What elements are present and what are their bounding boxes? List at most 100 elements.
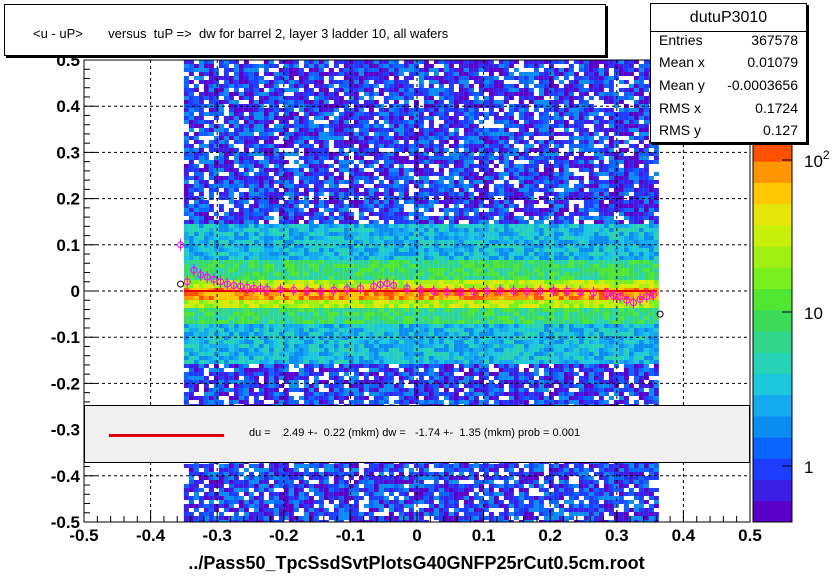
heatmap-cell (193, 296, 199, 300)
heatmap-cell (188, 308, 194, 312)
heatmap-cell (388, 476, 394, 480)
heatmap-cell (218, 316, 224, 320)
heatmap-cell (313, 76, 319, 80)
heatmap-cell (323, 476, 329, 480)
heatmap-cell (208, 184, 214, 188)
heatmap-cell (313, 168, 319, 172)
heatmap-cell (383, 480, 389, 484)
heatmap-cell (318, 324, 324, 328)
heatmap-cell (398, 300, 404, 304)
heatmap-cell (338, 88, 344, 92)
heatmap-cell (403, 308, 409, 312)
heatmap-cell (368, 124, 374, 128)
heatmap-cell (383, 88, 389, 92)
heatmap-cell (318, 248, 324, 252)
heatmap-cell (388, 372, 394, 376)
heatmap-cell (193, 364, 199, 368)
heatmap-cell (383, 196, 389, 200)
heatmap-cell (318, 276, 324, 280)
heatmap-cell (323, 312, 329, 316)
heatmap-cell (333, 228, 339, 232)
heatmap-cell (283, 64, 289, 68)
heatmap-cell (273, 272, 279, 276)
heatmap-cell (213, 264, 219, 268)
heatmap-cell (383, 96, 389, 100)
heatmap-cell (388, 328, 394, 332)
heatmap-cell (318, 92, 324, 96)
heatmap-cell (348, 488, 354, 492)
heatmap-cell (288, 192, 294, 196)
heatmap-cell (413, 60, 419, 64)
heatmap-cell (363, 140, 369, 144)
heatmap-cell (318, 512, 324, 516)
heatmap-cell (183, 508, 189, 512)
heatmap-cell (318, 228, 324, 232)
heatmap-cell (398, 504, 404, 508)
heatmap-cell (338, 336, 344, 340)
heatmap-cell (363, 336, 369, 340)
heatmap-cell (398, 168, 404, 172)
heatmap-cell (263, 240, 269, 244)
heatmap-cell (378, 468, 384, 472)
heatmap-cell (308, 476, 314, 480)
heatmap-cell (223, 160, 229, 164)
heatmap-cell (348, 364, 354, 368)
heatmap-cell (283, 276, 289, 280)
heatmap-cell (218, 244, 224, 248)
heatmap-cell (183, 284, 189, 288)
heatmap-cell (368, 496, 374, 500)
heatmap-cell (288, 316, 294, 320)
heatmap-cell (333, 320, 339, 324)
heatmap-cell (238, 516, 244, 520)
heatmap-cell (383, 208, 389, 212)
heatmap-cell (328, 484, 334, 488)
heatmap-cell (348, 320, 354, 324)
heatmap-cell (383, 192, 389, 196)
heatmap-cell (203, 152, 209, 156)
heatmap-cell (263, 256, 269, 260)
heatmap-cell (238, 64, 244, 68)
heatmap-cell (253, 176, 259, 180)
heatmap-cell (238, 160, 244, 164)
heatmap-cell (278, 292, 284, 296)
heatmap-cell (298, 488, 304, 492)
heatmap-cell (308, 228, 314, 232)
heatmap-cell (218, 484, 224, 488)
heatmap-cell (413, 208, 419, 212)
heatmap-cell (393, 136, 399, 140)
heatmap-cell (418, 476, 424, 480)
heatmap-cell (268, 112, 274, 116)
heatmap-cell (263, 204, 269, 208)
heatmap-cell (293, 256, 299, 260)
heatmap-cell (418, 340, 424, 344)
heatmap-cell (188, 124, 194, 128)
heatmap-cell (243, 380, 249, 384)
heatmap-cell (198, 116, 204, 120)
heatmap-cell (368, 500, 374, 504)
heatmap-cell (388, 504, 394, 508)
heatmap-cell (303, 300, 309, 304)
heatmap-cell (228, 216, 234, 220)
heatmap-cell (418, 184, 424, 188)
heatmap-cell (243, 156, 249, 160)
heatmap-cell (293, 328, 299, 332)
heatmap-cell (188, 464, 194, 468)
heatmap-cell (408, 368, 414, 372)
heatmap-cell (363, 260, 369, 264)
heatmap-cell (238, 248, 244, 252)
heatmap-cell (373, 204, 379, 208)
heatmap-cell (303, 272, 309, 276)
heatmap-cell (313, 192, 319, 196)
heatmap-cell (408, 64, 414, 68)
heatmap-cell (293, 148, 299, 152)
heatmap-cell (378, 144, 384, 148)
heatmap-cell (293, 232, 299, 236)
heatmap-cell (278, 468, 284, 472)
heatmap-cell (363, 204, 369, 208)
heatmap-cell (388, 252, 394, 256)
heatmap-cell (263, 488, 269, 492)
heatmap-cell (193, 304, 199, 308)
heatmap-cell (223, 328, 229, 332)
heatmap-cell (233, 60, 239, 64)
heatmap-cell (293, 300, 299, 304)
